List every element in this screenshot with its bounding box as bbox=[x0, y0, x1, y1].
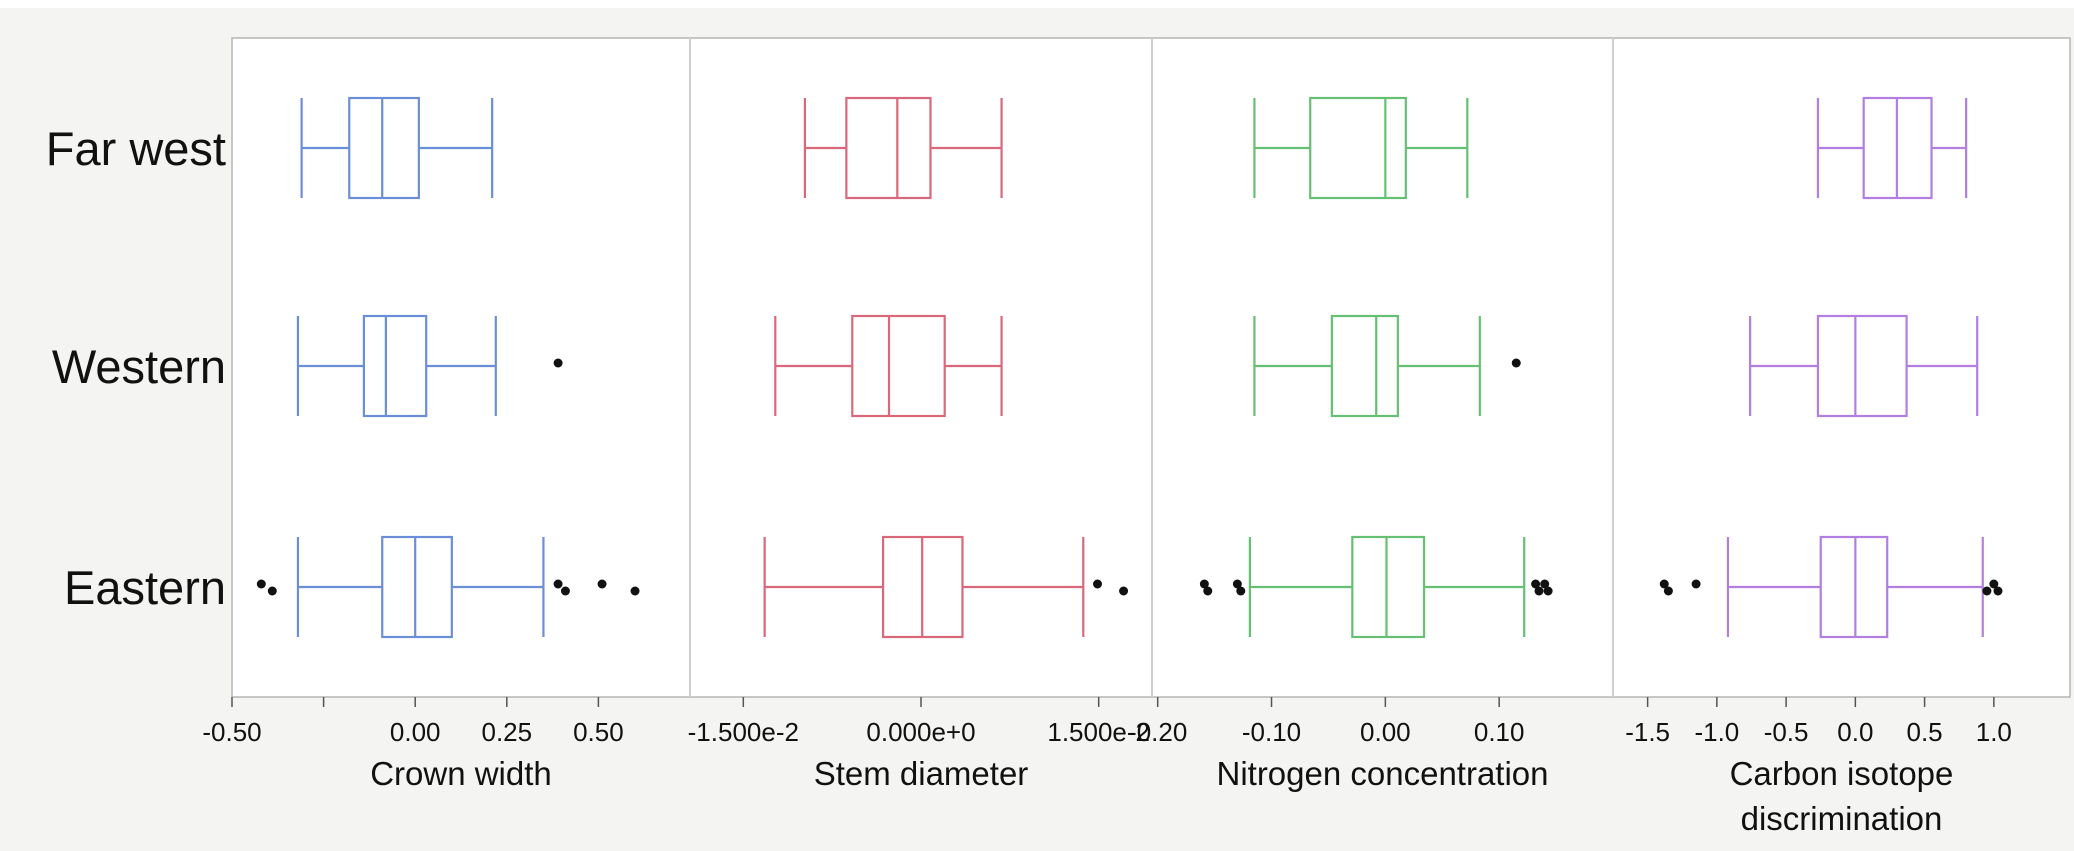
x-tick-label: -0.5 bbox=[1764, 717, 1809, 747]
x-tick-label: 0.25 bbox=[481, 717, 532, 747]
x-tick-label: 0.000e+0 bbox=[866, 717, 975, 747]
outlier-point bbox=[1236, 586, 1246, 596]
outlier-point bbox=[1232, 579, 1242, 589]
iqr-box bbox=[845, 96, 932, 200]
iqr-box bbox=[1330, 314, 1399, 418]
outlier-point bbox=[1534, 586, 1544, 596]
x-axis-title: Crown width bbox=[370, 755, 552, 792]
outlier-point bbox=[1993, 586, 2003, 596]
x-tick-label: -0.50 bbox=[202, 717, 261, 747]
x-tick-label: 0.5 bbox=[1907, 717, 1943, 747]
outlier-point bbox=[560, 586, 570, 596]
iqr-box bbox=[362, 314, 428, 418]
x-axis-title: Stem diameter bbox=[814, 755, 1029, 792]
x-tick-label: 0.10 bbox=[1474, 717, 1525, 747]
top-strip bbox=[0, 0, 2074, 8]
x-tick-label: -0.10 bbox=[1242, 717, 1301, 747]
category-label-western: Western bbox=[52, 340, 226, 393]
outlier-point bbox=[1691, 579, 1701, 589]
iqr-box bbox=[851, 314, 946, 418]
iqr-box bbox=[1819, 535, 1889, 639]
x-tick-label: 1.500e-2 bbox=[1047, 717, 1150, 747]
x-axis-title: Nitrogen concentration bbox=[1216, 755, 1548, 792]
x-tick-label: -0.20 bbox=[1128, 717, 1187, 747]
x-tick-label: -1.500e-2 bbox=[688, 717, 799, 747]
outlier-point bbox=[1543, 586, 1553, 596]
outlier-point bbox=[1659, 579, 1669, 589]
outlier-point bbox=[1093, 579, 1103, 589]
outlier-point bbox=[1203, 586, 1213, 596]
outlier-point bbox=[256, 579, 266, 589]
outlier-point bbox=[1663, 586, 1673, 596]
x-axis-title: discrimination bbox=[1741, 800, 1943, 837]
outlier-point bbox=[1511, 358, 1521, 368]
x-tick-label: -1.0 bbox=[1694, 717, 1739, 747]
category-label-far-west: Far west bbox=[46, 122, 226, 175]
iqr-box bbox=[1351, 535, 1426, 639]
outlier-point bbox=[630, 586, 640, 596]
x-tick-label: -1.5 bbox=[1625, 717, 1670, 747]
iqr-box bbox=[1816, 314, 1908, 418]
outlier-point bbox=[267, 586, 277, 596]
iqr-box bbox=[381, 535, 453, 639]
outlier-point bbox=[597, 579, 607, 589]
x-tick-label: 0.0 bbox=[1837, 717, 1873, 747]
x-tick-label: 1.0 bbox=[1976, 717, 2012, 747]
x-axis-title: Carbon isotope bbox=[1730, 755, 1954, 792]
iqr-box bbox=[348, 96, 420, 200]
x-tick-label: 0.00 bbox=[1360, 717, 1411, 747]
x-tick-label: 0.50 bbox=[573, 717, 624, 747]
outlier-point bbox=[1119, 586, 1129, 596]
outlier-point bbox=[1540, 579, 1550, 589]
outlier-point bbox=[1531, 579, 1541, 589]
category-label-eastern: Eastern bbox=[64, 561, 226, 614]
outlier-point bbox=[1982, 586, 1992, 596]
outlier-point bbox=[1199, 579, 1209, 589]
outlier-point bbox=[553, 358, 563, 368]
iqr-box bbox=[1309, 96, 1407, 200]
x-tick-label: 0.00 bbox=[390, 717, 441, 747]
outlier-point bbox=[1989, 579, 1999, 589]
outlier-point bbox=[553, 579, 563, 589]
